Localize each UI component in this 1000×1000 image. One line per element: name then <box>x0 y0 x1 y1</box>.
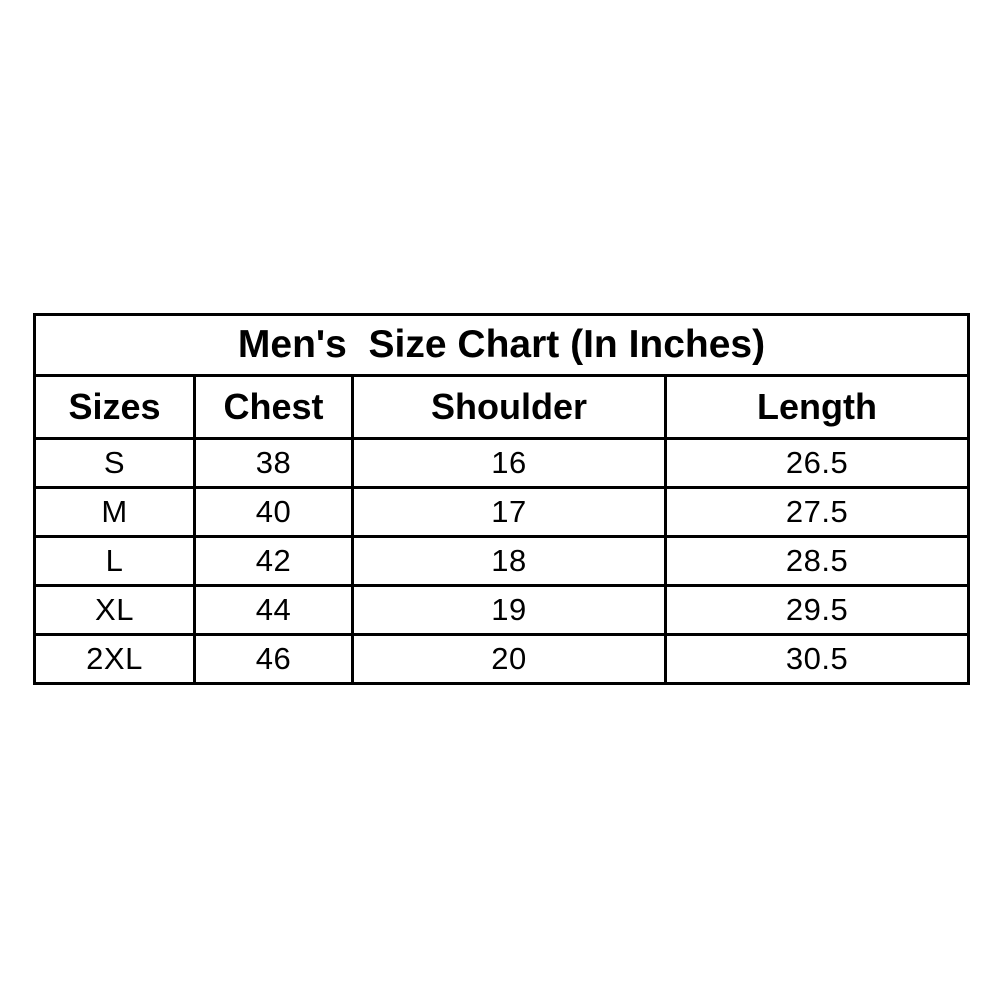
cell-size: S <box>33 437 196 489</box>
table-title-row: Men's Size Chart (In Inches) <box>32 313 971 377</box>
cell-size: L <box>33 535 196 587</box>
cell-size: 2XL <box>33 633 196 685</box>
column-header-length: Length <box>663 374 971 440</box>
cell-length: 27.5 <box>663 486 971 538</box>
table-row-l: L 42 18 28.5 <box>33 535 971 587</box>
table-row-xl: XL 44 19 29.5 <box>33 584 971 636</box>
cell-chest: 42 <box>193 535 354 587</box>
cell-length: 28.5 <box>663 535 971 587</box>
cell-shoulder: 18 <box>351 535 667 587</box>
cell-chest: 46 <box>193 633 354 685</box>
cell-shoulder: 16 <box>351 437 667 489</box>
cell-chest: 44 <box>193 584 354 636</box>
column-header-sizes: Sizes <box>33 374 196 440</box>
cell-chest: 40 <box>193 486 354 538</box>
table-row-2xl: 2XL 46 20 30.5 <box>33 633 971 685</box>
table-title: Men's Size Chart (In Inches) <box>32 313 971 377</box>
column-header-shoulder: Shoulder <box>351 374 667 440</box>
table-header-row: Sizes Chest Shoulder Length <box>33 374 971 440</box>
table-row-m: M 40 17 27.5 <box>33 486 971 538</box>
cell-length: 30.5 <box>663 633 971 685</box>
cell-shoulder: 17 <box>351 486 667 538</box>
size-chart-table: Men's Size Chart (In Inches) Sizes Chest… <box>32 313 971 685</box>
cell-length: 26.5 <box>663 437 971 489</box>
column-header-chest: Chest <box>193 374 354 440</box>
cell-shoulder: 19 <box>351 584 667 636</box>
cell-length: 29.5 <box>663 584 971 636</box>
table-row-s: S 38 16 26.5 <box>33 437 971 489</box>
cell-size: M <box>33 486 196 538</box>
cell-shoulder: 20 <box>351 633 667 685</box>
cell-size: XL <box>33 584 196 636</box>
cell-chest: 38 <box>193 437 354 489</box>
